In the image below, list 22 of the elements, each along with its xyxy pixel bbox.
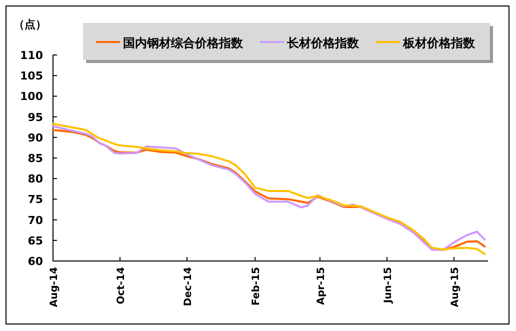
legend-label: 长材价格指数	[286, 36, 360, 50]
y-tick-label: 75	[28, 193, 43, 206]
y-axis-title: （点）	[14, 18, 46, 31]
legend-label: 板材价格指数	[402, 36, 476, 50]
y-tick-label: 105	[20, 70, 43, 83]
y-tick-label: 85	[28, 152, 43, 165]
x-tick-label: Jun-15	[382, 266, 394, 304]
y-tick-label: 65	[28, 234, 43, 248]
y-tick-label: 60	[28, 255, 44, 268]
y-tick-label: 80	[28, 172, 44, 186]
y-tick-label: 90	[28, 131, 44, 144]
y-tick-label: 70	[28, 214, 44, 227]
x-tick-label: Feb-15	[251, 266, 262, 306]
y-tick-label: 110	[20, 49, 44, 62]
y-tick-label: 100	[20, 90, 44, 104]
y-tick-label: 95	[28, 110, 43, 124]
legend-label: 国内钢材综合价格指数	[123, 36, 244, 50]
x-tick-label: Dec-14	[183, 266, 194, 306]
x-tick-label: Aug-14	[49, 266, 60, 308]
x-tick-label: Apr-15	[316, 266, 327, 305]
x-tick-label: Aug-15	[450, 266, 461, 308]
x-tick-label: Oct-14	[116, 266, 128, 304]
